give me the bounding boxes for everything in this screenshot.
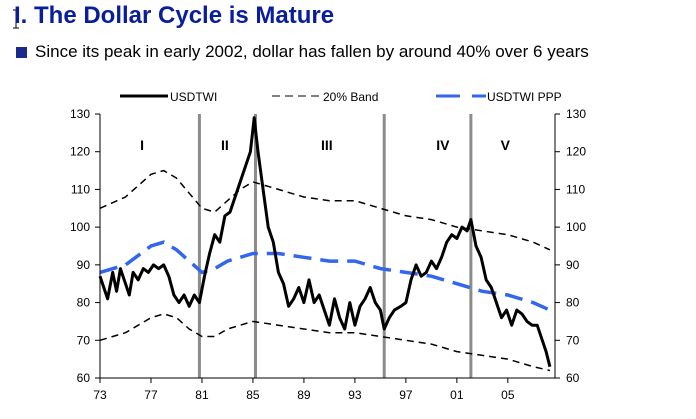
bullet-point: Since its peak in early 2002, dollar has… xyxy=(16,42,589,62)
cycle-dividers xyxy=(197,114,473,378)
text-cursor-icon xyxy=(13,9,19,29)
slide-title: I. The Dollar Cycle is Mature xyxy=(14,2,335,29)
y-tick-label-left: 120 xyxy=(70,145,90,159)
bullet-text: Since its peak in early 2002, dollar has… xyxy=(35,42,589,61)
bullet-square-icon xyxy=(16,46,27,58)
x-tick-label: 89 xyxy=(297,388,311,402)
y-tick-label-left: 80 xyxy=(77,296,91,310)
axes: 60 60 70 70 80 80 90 90 100 100 110 110 120 120 130 130… xyxy=(70,107,586,402)
y-tick-label-right: 80 xyxy=(566,296,580,310)
series-usdtwi-line xyxy=(98,116,552,368)
y-tick-label-left: 70 xyxy=(77,333,91,347)
x-tick-label: 77 xyxy=(144,388,158,402)
series-group xyxy=(98,116,552,372)
cycle-label: IV xyxy=(436,137,450,153)
x-tick-label: 81 xyxy=(195,388,209,402)
y-tick-label-left: 130 xyxy=(70,107,90,121)
y-tick-label-right: 100 xyxy=(566,220,586,234)
y-tick-label-left: 110 xyxy=(71,182,90,196)
legend-label-band: 20% Band xyxy=(323,90,378,104)
cycle-label: V xyxy=(501,137,511,153)
x-tick-label: 05 xyxy=(501,388,515,402)
cycle-label: III xyxy=(321,137,333,153)
y-tick-label-left: 100 xyxy=(70,220,90,234)
cycle-labels: I II III IV V xyxy=(140,137,511,153)
x-tick-label: 93 xyxy=(348,388,362,402)
legend-label-usdtwi: USDTWI xyxy=(170,90,217,104)
y-tick-label-left: 90 xyxy=(77,258,91,272)
y-tick-label-right: 90 xyxy=(566,258,580,272)
cycle-label: I xyxy=(140,137,144,153)
cycle-label: II xyxy=(221,137,229,153)
series-band-lower-line xyxy=(99,313,551,372)
series-band-upper-line xyxy=(99,169,551,251)
y-tick-label-right: 70 xyxy=(566,333,580,347)
series-ppp-line xyxy=(99,240,551,312)
x-tick-label: 73 xyxy=(93,388,107,402)
x-tick-label: 85 xyxy=(246,388,260,402)
legend: USDTWI 20% Band USDTWI PPP xyxy=(120,90,562,104)
y-tick-label-right: 130 xyxy=(566,107,586,121)
x-tick-label: 97 xyxy=(399,388,413,402)
y-tick-label-right: 120 xyxy=(566,145,586,159)
x-tick-label: 01 xyxy=(450,388,464,402)
y-tick-label-left: 60 xyxy=(77,371,91,385)
legend-label-ppp: USDTWI PPP xyxy=(487,90,562,104)
y-tick-label-right: 60 xyxy=(566,371,580,385)
y-tick-label-right: 110 xyxy=(566,182,585,196)
